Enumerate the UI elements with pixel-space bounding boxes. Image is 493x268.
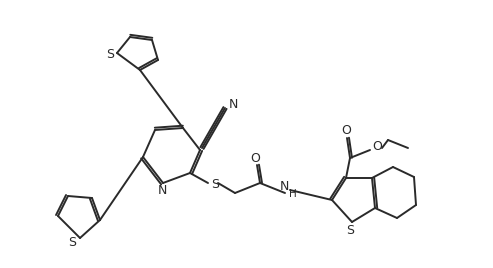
Text: N: N [280,180,289,192]
Text: O: O [250,151,260,165]
Text: N: N [157,184,167,198]
Text: S: S [68,236,76,250]
Text: O: O [372,140,382,152]
Text: S: S [106,47,114,61]
Text: O: O [341,124,351,136]
Text: H: H [289,189,297,199]
Text: S: S [346,224,354,236]
Text: N: N [228,98,238,110]
Text: S: S [211,177,219,191]
